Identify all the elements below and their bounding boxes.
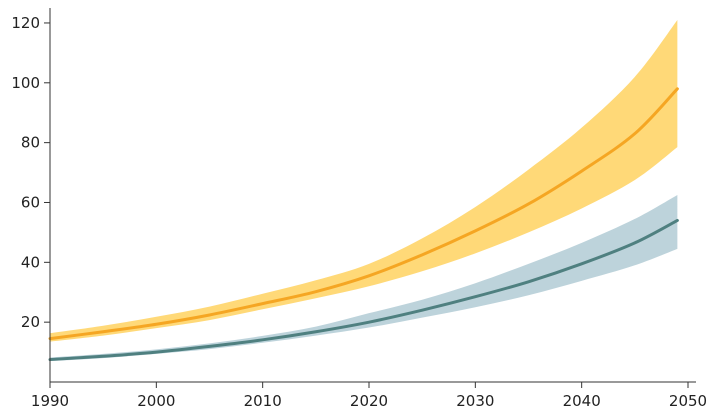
band-series-1 bbox=[50, 19, 678, 342]
y-tick-label: 120 bbox=[11, 14, 40, 32]
x-tick-label: 2020 bbox=[350, 392, 388, 410]
band-series-2 bbox=[50, 195, 678, 362]
y-tick-label: 80 bbox=[21, 134, 40, 152]
series-lines bbox=[48, 87, 679, 362]
x-tick-label: 2000 bbox=[137, 392, 175, 410]
x-tick-label: 1990 bbox=[31, 392, 69, 410]
y-tick-label: 60 bbox=[21, 193, 40, 211]
confidence-bands bbox=[50, 19, 678, 362]
y-tick-label: 40 bbox=[21, 253, 40, 271]
x-tick-label: 2030 bbox=[456, 392, 494, 410]
y-tick-label: 100 bbox=[11, 74, 40, 92]
y-axis-ticks: 20 40 60 80 100 120 bbox=[11, 14, 50, 331]
line-series-2 bbox=[48, 218, 679, 362]
x-tick-label: 2040 bbox=[563, 392, 601, 410]
x-tick-label: 2010 bbox=[244, 392, 282, 410]
y-tick-label: 20 bbox=[21, 313, 40, 331]
x-axis-ticks: 1990 2000 2010 2020 2030 2040 2050 bbox=[31, 382, 707, 410]
line-series-1 bbox=[48, 87, 679, 341]
x-tick-label: 2050 bbox=[669, 392, 707, 410]
